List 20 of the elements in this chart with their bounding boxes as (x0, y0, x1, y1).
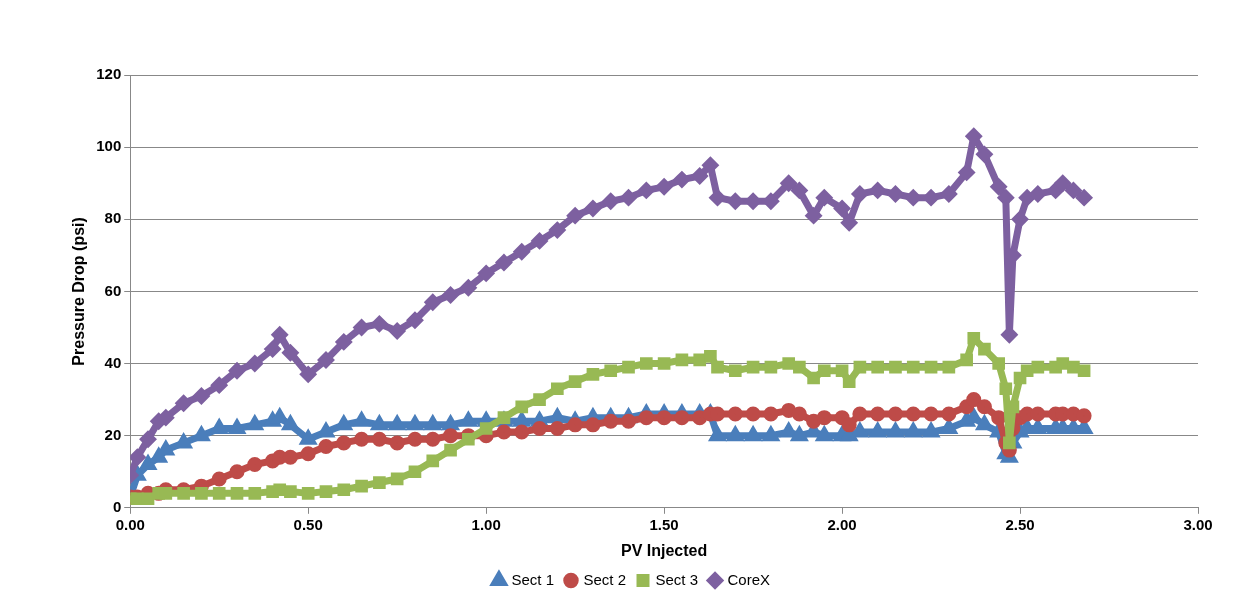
legend-label: Sect 1 (511, 570, 554, 588)
y-axis-title: Pressure Drop (psi) (70, 217, 88, 366)
x-tick-label: 1.50 (649, 515, 679, 533)
legend-label: Sect 3 (655, 570, 699, 588)
x-axis-title: PV Injected (620, 541, 708, 559)
y-tick-label: 120 (96, 65, 122, 83)
y-tick-label: 40 (104, 353, 122, 371)
y-tick-label: 80 (104, 209, 122, 227)
x-tick-label: 2.00 (827, 515, 857, 533)
x-tick-label: 0.00 (115, 515, 145, 533)
legend-label: Sect 2 (583, 570, 627, 588)
y-tick-label: 20 (104, 425, 122, 443)
y-tick-label: 60 (104, 281, 122, 299)
x-tick-label: 1.00 (471, 515, 501, 533)
y-tick-label: 100 (96, 137, 122, 155)
y-tick-label: 0 (112, 497, 122, 515)
legend-label: CoreX (727, 570, 771, 588)
x-tick-label: 0.50 (293, 515, 323, 533)
x-tick-label: 3.00 (1183, 515, 1213, 533)
x-tick-label: 2.50 (1005, 515, 1035, 533)
